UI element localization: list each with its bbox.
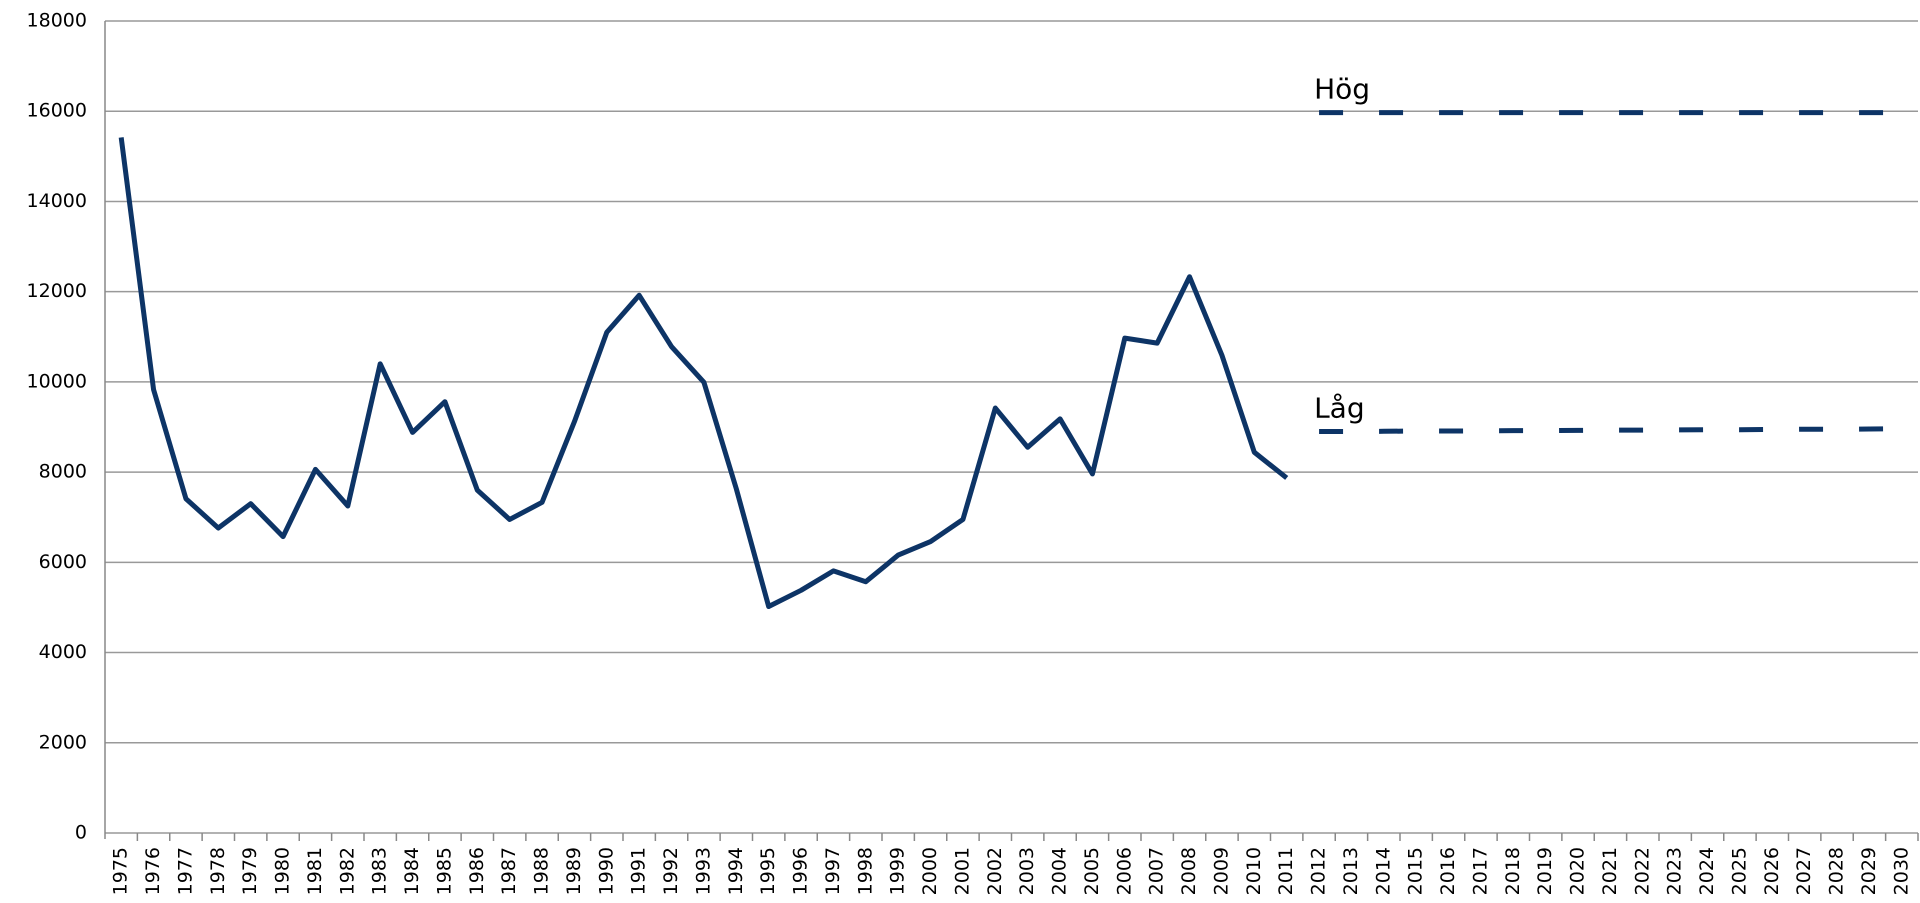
x-tick-label: 2001 [951,847,973,895]
series-label: Låg [1314,392,1365,425]
x-tick-label: 2002 [984,847,1006,895]
x-tick-label: 1976 [142,847,164,895]
x-tick-label: 2006 [1113,847,1135,895]
y-tick-label: 0 [75,822,87,844]
x-tick-label: 2000 [919,847,941,895]
x-tick-label: 1989 [563,847,585,895]
x-tick-label: 1981 [304,847,326,895]
x-tick-label: 2015 [1405,847,1427,895]
x-tick-label: 2003 [1016,847,1038,895]
x-tick-label: 1993 [692,847,714,895]
x-tick-label: 1980 [272,847,294,895]
x-tick-label: 2007 [1146,847,1168,895]
x-tick-label: 1988 [531,847,553,895]
x-tick-label: 1995 [757,847,779,895]
x-tick-label: 1977 [174,847,196,895]
x-tick-label: 1992 [660,847,682,895]
x-tick-label: 1985 [433,847,455,895]
x-tick-label: 1978 [207,847,229,895]
x-tick-label: 2025 [1728,847,1750,895]
x-tick-label: 1975 [110,847,132,895]
x-tick-label: 1994 [725,847,747,895]
x-tick-label: 2030 [1890,847,1912,895]
y-tick-label: 12000 [27,280,87,302]
x-tick-label: 2028 [1826,847,1848,895]
x-tick-label: 2018 [1502,847,1524,895]
x-tick-label: 1987 [498,847,520,895]
x-tick-label: 2029 [1858,847,1880,895]
x-tick-label: 2019 [1534,847,1556,895]
x-tick-label: 2016 [1437,847,1459,895]
series-line [118,137,1289,610]
y-tick-label: 6000 [39,551,87,573]
series-line [1319,426,1902,435]
x-tick-label: 1979 [239,847,261,895]
x-tick-label: 1991 [628,847,650,895]
x-tick-label: 2008 [1178,847,1200,895]
x-tick-label: 2017 [1469,847,1491,895]
x-tick-label: 2010 [1243,847,1265,895]
x-tick-label: 2011 [1275,847,1297,895]
y-tick-label: 10000 [27,370,87,392]
x-tick-label: 2014 [1372,847,1394,895]
y-tick-label: 8000 [39,461,87,483]
x-tick-label: 1983 [369,847,391,895]
x-tick-label: 2023 [1664,847,1686,895]
x-tick-label: 2020 [1567,847,1589,895]
x-tick-label: 2026 [1761,847,1783,895]
x-tick-label: 2012 [1308,847,1330,895]
x-tick-label: 2024 [1696,847,1718,895]
y-tick-label: 2000 [39,731,87,753]
x-tick-label: 2021 [1599,847,1621,895]
x-tick-label: 2005 [1081,847,1103,895]
series-label: Hög [1314,73,1370,106]
x-tick-label: 2013 [1340,847,1362,895]
x-tick-label: 1986 [466,847,488,895]
x-tick-label: 1982 [336,847,358,895]
x-tick-label: 1996 [790,847,812,895]
x-tick-label: 2027 [1793,847,1815,895]
x-tick-label: 1997 [822,847,844,895]
x-tick-label: 1984 [401,847,423,895]
x-tick-label: 1999 [887,847,909,895]
x-tick-label: 2022 [1631,847,1653,895]
y-tick-label: 4000 [39,641,87,663]
y-tick-label: 18000 [27,10,87,32]
x-tick-label: 1998 [854,847,876,895]
x-tick-label: 1990 [595,847,617,895]
x-tick-label: 2004 [1049,847,1071,895]
y-tick-label: 14000 [27,190,87,212]
x-tick-label: 2009 [1210,847,1232,895]
y-tick-label: 16000 [27,100,87,122]
